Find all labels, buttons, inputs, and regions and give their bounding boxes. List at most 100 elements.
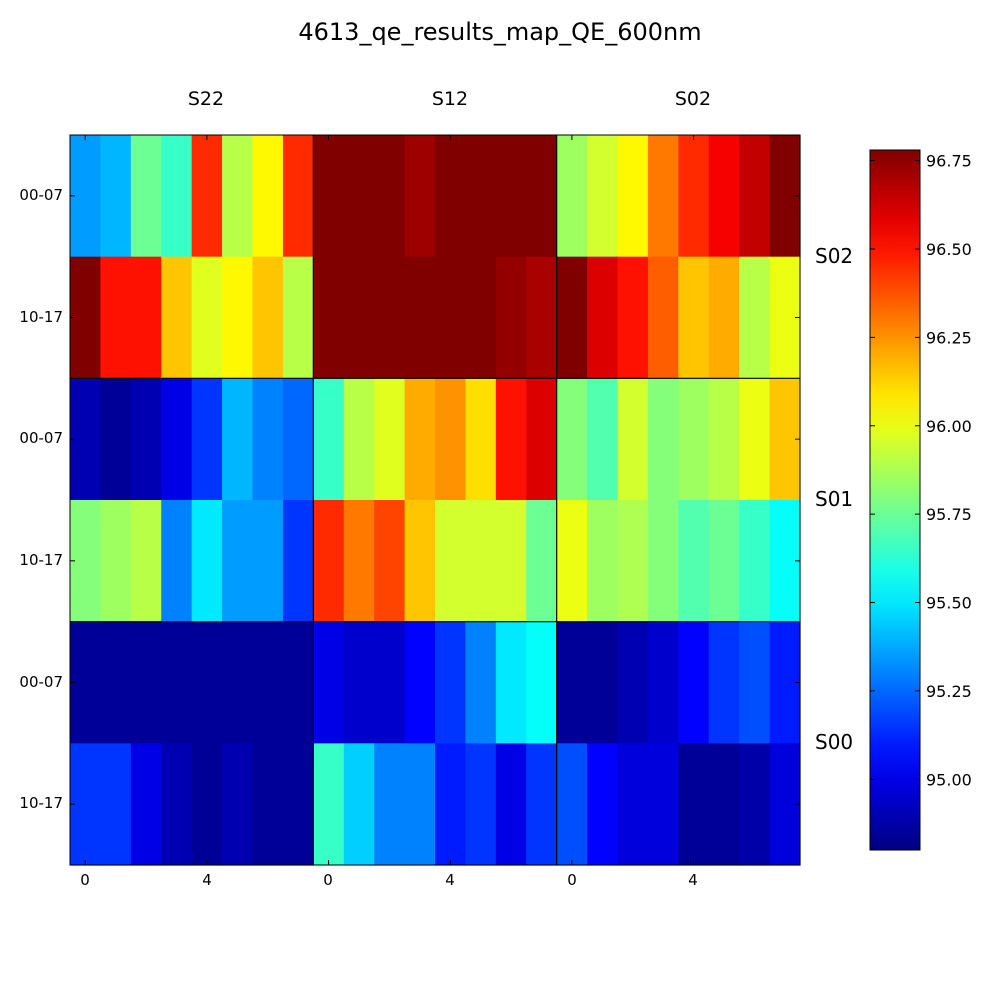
x-tick-label: 0	[80, 871, 90, 889]
row-tick-label: 10-17	[19, 308, 63, 326]
heatmap-cell	[100, 621, 132, 744]
heatmap-cell	[130, 500, 162, 623]
heatmap-cell	[708, 500, 740, 623]
heatmap-cell	[739, 378, 771, 501]
heatmap-cell	[465, 743, 497, 866]
heatmap-cell	[495, 743, 527, 866]
heatmap-cell	[252, 621, 284, 744]
heatmap-cell	[404, 621, 436, 744]
heatmap-cell	[70, 621, 102, 744]
heatmap-cell	[739, 500, 771, 623]
colorbar-tick-label: 96.25	[926, 328, 972, 347]
row-group-label-s01: S01	[815, 487, 853, 511]
heatmap-cell	[465, 135, 497, 258]
x-tick-label: 4	[202, 871, 212, 889]
x-tick-label: 0	[323, 871, 333, 889]
heatmap-cell	[404, 378, 436, 501]
heatmap-cell	[495, 135, 527, 258]
row-tick-label: 00-07	[19, 673, 63, 691]
heatmap-cell	[587, 500, 619, 623]
heatmap-cell	[374, 743, 406, 866]
heatmap-cell	[343, 743, 375, 866]
heatmap-cell	[374, 378, 406, 501]
heatmap-cell	[465, 378, 497, 501]
heatmap-cell	[708, 256, 740, 379]
heatmap-cell	[313, 621, 345, 744]
heatmap-cell	[282, 256, 314, 379]
heatmap-cell	[313, 256, 345, 379]
heatmap-cell	[435, 500, 467, 623]
heatmap-cell	[404, 256, 436, 379]
heatmap-cell	[587, 378, 619, 501]
colorbar-tick-label: 95.75	[926, 505, 972, 524]
heatmap-cell	[70, 135, 102, 258]
heatmap-cell	[222, 135, 254, 258]
heatmap-cell	[678, 621, 710, 744]
heatmap-cell	[647, 743, 679, 866]
heatmap-cell	[222, 378, 254, 501]
heatmap-cell	[191, 500, 223, 623]
heatmap-cell	[435, 621, 467, 744]
heatmap-cell	[191, 135, 223, 258]
heatmap-cell	[526, 135, 558, 258]
heatmap-cell	[252, 135, 284, 258]
column-group-label-s22: S22	[188, 88, 224, 110]
heatmap-cell	[70, 378, 102, 501]
heatmap-cell	[435, 378, 467, 501]
heatmap-cell	[100, 500, 132, 623]
row-group-label-s00: S00	[815, 730, 853, 754]
column-group-label-s12: S12	[432, 88, 468, 110]
heatmap-cell	[252, 378, 284, 501]
heatmap-cell	[100, 135, 132, 258]
heatmap-cell	[678, 500, 710, 623]
heatmap-cell	[465, 500, 497, 623]
heatmap-cell	[617, 135, 649, 258]
heatmap-cell	[343, 500, 375, 623]
row-group-label-s02: S02	[815, 244, 853, 268]
heatmap-cell	[556, 378, 588, 501]
heatmap-cell	[708, 378, 740, 501]
heatmap-cell	[739, 621, 771, 744]
heatmap-cell	[130, 743, 162, 866]
heatmap-cell	[191, 743, 223, 866]
heatmap-cell	[222, 743, 254, 866]
heatmap-cell	[404, 135, 436, 258]
colorbar-tick-label: 96.00	[926, 417, 972, 436]
heatmap-cell	[161, 621, 193, 744]
heatmap-cell	[556, 621, 588, 744]
heatmap-cell	[70, 256, 102, 379]
heatmap-cell	[252, 256, 284, 379]
heatmap-cell	[343, 256, 375, 379]
heatmap-cell	[100, 378, 132, 501]
heatmap-cell	[465, 621, 497, 744]
heatmap-cell	[617, 500, 649, 623]
colorbar-tick-label: 96.75	[926, 152, 972, 171]
heatmap-cell	[100, 743, 132, 866]
heatmap-cell	[647, 135, 679, 258]
heatmap-cell	[678, 743, 710, 866]
heatmap-cell	[343, 378, 375, 501]
heatmap-cell	[191, 256, 223, 379]
row-tick-label: 00-07	[19, 186, 63, 204]
heatmap-cell	[313, 378, 345, 501]
axis-ticks	[70, 135, 800, 865]
heatmap-cell	[161, 378, 193, 501]
heatmap-cell	[647, 500, 679, 623]
heatmap-cell	[313, 743, 345, 866]
heatmap-cell	[495, 256, 527, 379]
heatmap-cell	[526, 256, 558, 379]
heatmap-cell	[130, 135, 162, 258]
colorbar-tick-label: 96.50	[926, 240, 972, 259]
x-tick-label: 0	[567, 871, 577, 889]
heatmap-cell	[587, 743, 619, 866]
heatmap-cell	[617, 743, 649, 866]
heatmap-cell	[222, 500, 254, 623]
heatmap-cell	[191, 621, 223, 744]
heatmap-cell	[252, 500, 284, 623]
heatmap-cell	[678, 256, 710, 379]
heatmap-cell	[404, 500, 436, 623]
heatmap-cell	[100, 256, 132, 379]
heatmap-cell	[374, 500, 406, 623]
heatmap-cell	[526, 500, 558, 623]
heatmap-cell	[647, 256, 679, 379]
